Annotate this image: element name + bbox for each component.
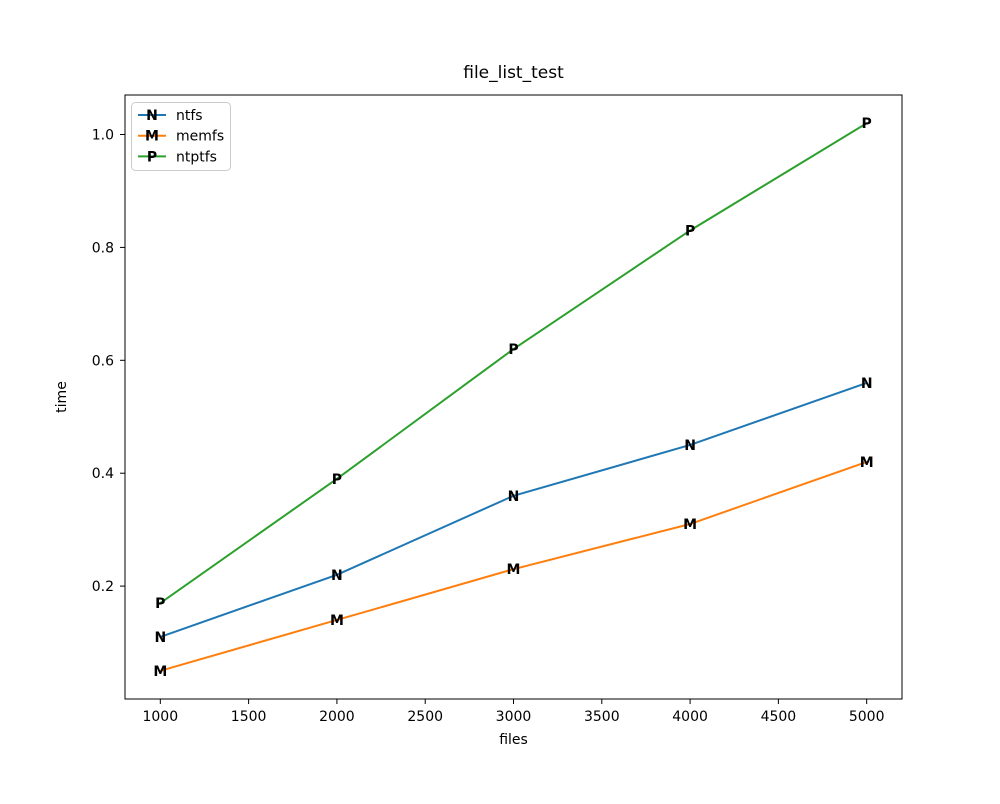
legend-box xyxy=(131,102,231,171)
x-tick-label: 2500 xyxy=(407,709,443,725)
x-tick-label: 3500 xyxy=(584,709,620,725)
marker-memfs: M xyxy=(330,613,344,629)
marker-memfs: M xyxy=(860,455,874,471)
y-tick-label: 0.2 xyxy=(92,579,114,595)
chart-title: file_list_test xyxy=(463,63,564,83)
marker-memfs: M xyxy=(507,562,521,578)
y-tick-label: 0.4 xyxy=(92,466,114,482)
x-tick-label: 5000 xyxy=(849,709,885,725)
x-tick-label: 1000 xyxy=(142,709,178,725)
marker-ntfs: N xyxy=(508,489,520,505)
legend-marker-ntptfs: P xyxy=(147,149,157,165)
legend-marker-memfs: M xyxy=(145,129,159,145)
marker-ntptfs: P xyxy=(155,596,165,612)
marker-memfs: M xyxy=(683,517,697,533)
x-tick-label: 2000 xyxy=(319,709,355,725)
plot-area: 1000 1500 2000 2500 3000 3500 4000 4500 5000 0.2 0… xyxy=(92,94,903,725)
marker-ntfs: N xyxy=(684,438,696,454)
x-tick-label: 3000 xyxy=(496,709,532,725)
y-tick-label: 0.6 xyxy=(92,353,114,369)
marker-memfs: M xyxy=(153,664,167,680)
marker-ntfs: N xyxy=(331,568,343,584)
marker-ntfs: N xyxy=(154,630,166,646)
y-tick-label: 1.0 xyxy=(92,128,114,144)
marker-ntptfs: P xyxy=(862,116,872,132)
series-line-ntptfs xyxy=(159,122,868,605)
legend-label-memfs: memfs xyxy=(176,129,224,145)
series-line-ntfs xyxy=(159,381,868,638)
marker-ntptfs: P xyxy=(685,223,695,239)
legend-label-ntfs: ntfs xyxy=(176,108,203,124)
marker-ntfs: N xyxy=(861,376,873,392)
x-tick-label: 4000 xyxy=(672,709,708,725)
marker-ntptfs: P xyxy=(332,472,342,488)
x-tick-label: 4500 xyxy=(761,709,797,725)
y-axis-label: time xyxy=(54,381,70,413)
x-tick-label: 1500 xyxy=(231,709,267,725)
marker-ntptfs: P xyxy=(508,342,518,358)
legend-label-ntptfs: ntptfs xyxy=(176,149,217,165)
x-axis-label: files xyxy=(499,732,528,748)
y-tick-label: 0.8 xyxy=(92,240,114,256)
series-line-memfs xyxy=(159,460,868,672)
legend-marker-ntfs: N xyxy=(146,108,158,124)
